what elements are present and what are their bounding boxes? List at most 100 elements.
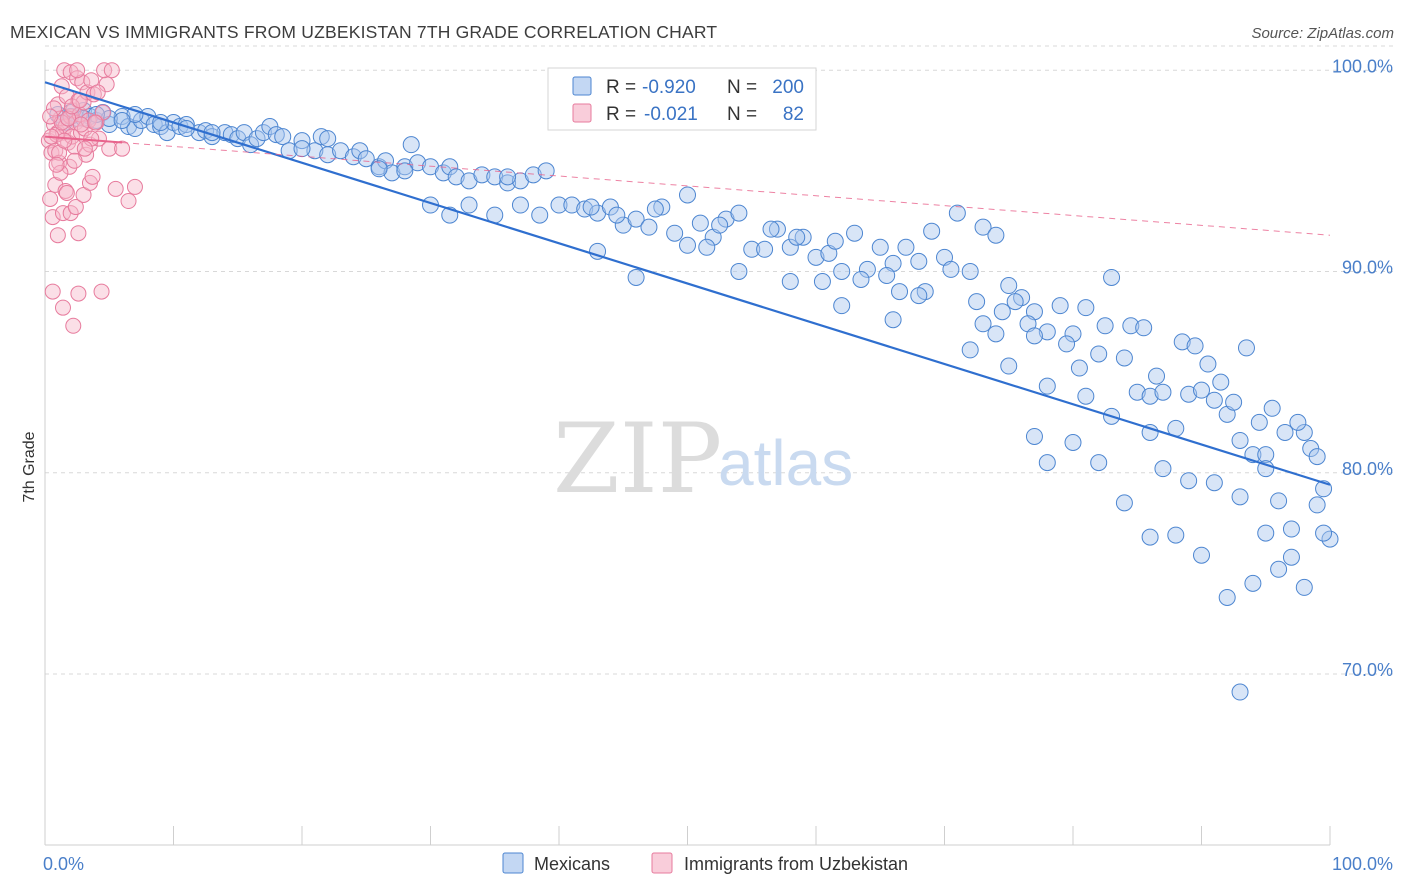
data-point-mexicans xyxy=(312,128,330,146)
watermark-atlas: atlas xyxy=(718,427,853,499)
data-point-mexicans xyxy=(640,218,658,236)
legend-n-value-1: 200 xyxy=(772,77,804,98)
data-point-mexicans xyxy=(1295,423,1313,441)
data-point-uzbekistan xyxy=(69,62,86,79)
chart-title: MEXICAN VS IMMIGRANTS FROM UZBEKISTAN 7T… xyxy=(10,22,718,42)
data-point-mexicans xyxy=(1231,488,1249,506)
y-tick-label: 70.0% xyxy=(1342,660,1393,680)
data-point-mexicans xyxy=(743,240,761,258)
data-point-mexicans xyxy=(1282,548,1300,566)
data-point-mexicans xyxy=(627,268,645,286)
data-point-mexicans xyxy=(1205,474,1223,492)
data-point-uzbekistan xyxy=(66,152,83,169)
data-point-uzbekistan xyxy=(56,132,73,149)
data-point-uzbekistan xyxy=(67,199,84,216)
data-point-uzbekistan xyxy=(52,164,69,181)
data-point-uzbekistan xyxy=(47,176,64,193)
data-point-mexicans xyxy=(1173,333,1191,351)
data-point-mexicans xyxy=(1308,448,1326,466)
data-point-mexicans xyxy=(1282,520,1300,538)
data-point-mexicans xyxy=(646,200,664,218)
data-point-mexicans xyxy=(923,222,941,240)
data-point-mexicans xyxy=(608,206,626,224)
data-point-uzbekistan xyxy=(72,116,89,133)
data-point-mexicans xyxy=(511,196,529,214)
data-point-mexicans xyxy=(910,252,928,270)
data-point-mexicans xyxy=(1276,423,1294,441)
data-point-mexicans xyxy=(1090,454,1108,472)
data-point-mexicans xyxy=(1257,460,1275,478)
data-point-mexicans xyxy=(852,270,870,288)
data-point-mexicans xyxy=(499,168,517,186)
data-point-mexicans xyxy=(794,228,812,246)
data-point-uzbekistan xyxy=(42,108,59,125)
data-point-mexicans xyxy=(254,124,272,142)
data-point-uzbekistan xyxy=(70,225,87,242)
data-point-mexicans xyxy=(871,238,889,256)
data-point-mexicans xyxy=(974,218,992,236)
data-point-mexicans xyxy=(1231,683,1249,701)
data-point-uzbekistan xyxy=(44,209,61,226)
data-point-mexicans xyxy=(1025,427,1043,445)
data-point-mexicans xyxy=(968,293,986,311)
data-point-mexicans xyxy=(1199,355,1217,373)
data-point-uzbekistan xyxy=(44,283,61,300)
data-point-mexicans xyxy=(370,160,388,178)
legend-r-value-2: -0.021 xyxy=(644,104,698,125)
data-point-uzbekistan xyxy=(103,62,120,79)
data-point-mexicans xyxy=(1237,339,1255,357)
data-point-mexicans xyxy=(1205,391,1223,409)
data-point-uzbekistan xyxy=(114,140,131,157)
data-point-mexicans xyxy=(1090,345,1108,363)
data-point-mexicans xyxy=(833,262,851,280)
data-point-uzbekistan xyxy=(93,283,110,300)
data-point-mexicans xyxy=(1115,349,1133,367)
data-point-uzbekistan xyxy=(84,168,101,185)
data-point-mexicans xyxy=(807,248,825,266)
data-point-uzbekistan xyxy=(56,62,73,79)
data-point-mexicans xyxy=(1308,496,1326,514)
data-point-mexicans xyxy=(1141,528,1159,546)
data-point-mexicans xyxy=(113,112,131,129)
legend-n-label-1: N = xyxy=(727,77,757,98)
correlation-legend: R = -0.920 N = 200 R = -0.021 N = 82 xyxy=(547,67,817,131)
watermark-zip: ZIP xyxy=(553,403,722,515)
data-point-mexicans xyxy=(248,130,266,148)
data-point-mexicans xyxy=(1038,323,1056,341)
source-label: Source: ZipAtlas.com xyxy=(1251,25,1394,42)
legend-n-label-2: N = xyxy=(727,104,757,125)
data-point-mexicans xyxy=(1289,413,1307,431)
data-point-mexicans xyxy=(781,238,799,256)
data-point-mexicans xyxy=(987,325,1005,343)
data-point-mexicans xyxy=(679,236,696,254)
data-point-mexicans xyxy=(730,204,748,222)
data-point-mexicans xyxy=(409,154,427,172)
data-point-mexicans xyxy=(582,198,600,216)
series-label-mexicans: Mexicans xyxy=(534,854,610,874)
data-point-mexicans xyxy=(730,262,748,280)
data-point-mexicans xyxy=(948,204,966,222)
data-point-mexicans xyxy=(1115,494,1133,512)
data-point-mexicans xyxy=(1064,434,1082,451)
mexicans-points xyxy=(49,101,1339,701)
data-point-mexicans xyxy=(396,158,414,176)
data-point-mexicans xyxy=(897,238,915,256)
data-point-mexicans xyxy=(1321,530,1339,548)
axes xyxy=(44,60,1331,846)
legend-n-value-2: 82 xyxy=(783,104,804,125)
trend-line-uzbekistan-extension xyxy=(122,142,1331,236)
data-point-mexicans xyxy=(576,200,594,218)
data-point-mexicans xyxy=(531,206,549,224)
data-point-uzbekistan xyxy=(49,227,66,244)
data-point-uzbekistan xyxy=(126,178,143,195)
data-point-uzbekistan xyxy=(87,114,104,131)
data-point-uzbekistan xyxy=(70,285,87,302)
data-point-mexicans xyxy=(961,262,979,280)
data-point-mexicans xyxy=(1148,367,1166,385)
data-point-mexicans xyxy=(1135,319,1153,337)
data-point-mexicans xyxy=(357,150,375,168)
data-point-mexicans xyxy=(1096,317,1114,335)
data-point-uzbekistan xyxy=(58,184,75,201)
series-legend: Mexicans Immigrants from Uzbekistan xyxy=(502,852,908,874)
data-point-mexicans xyxy=(878,266,896,284)
